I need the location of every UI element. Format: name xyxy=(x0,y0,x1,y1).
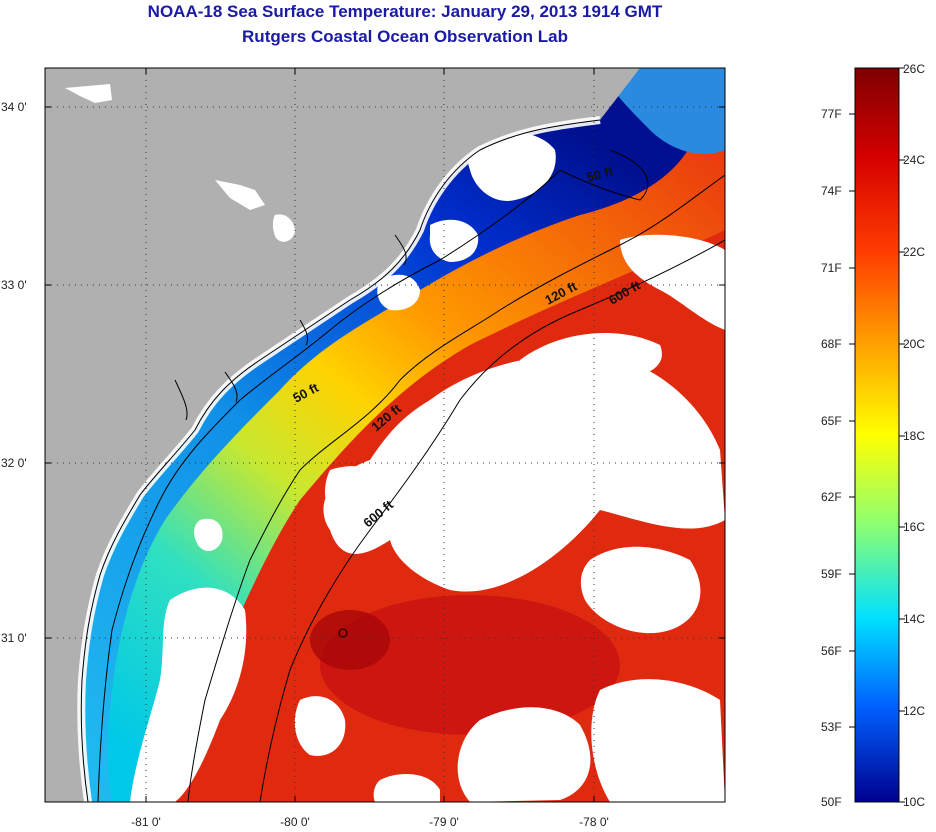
colorbar-f-65: 65F xyxy=(821,414,842,428)
colorbar-c-22: 22C xyxy=(903,245,925,259)
colorbar-f-59: 59F xyxy=(821,567,842,581)
map-frame xyxy=(44,67,726,803)
colorbar-c-10: 10C xyxy=(903,795,925,809)
colorbar-c-14: 14C xyxy=(903,612,925,626)
lon-label-81: -81 0' xyxy=(131,815,161,829)
cloud-cover xyxy=(130,131,725,802)
colorbar-f-53: 53F xyxy=(821,720,842,734)
lat-label-34: 34 0' xyxy=(1,100,27,114)
colorbar-c-16: 16C xyxy=(903,520,925,534)
colorbar-f-74: 74F xyxy=(821,184,842,198)
depth-contours xyxy=(97,149,725,802)
colorbar-c-20: 20C xyxy=(903,337,925,351)
colorbar-f-56: 56F xyxy=(821,644,842,658)
colorbar-f-68: 68F xyxy=(821,337,842,351)
colorbar-f-50: 50F xyxy=(821,795,842,809)
lon-label-79: -79 0' xyxy=(429,815,459,829)
colorbar-c-24: 24C xyxy=(903,153,925,167)
colorbar-f-62: 62F xyxy=(821,490,842,504)
colorbar-f-77: 77F xyxy=(821,107,842,121)
lon-label-80: -80 0' xyxy=(280,815,310,829)
land xyxy=(45,68,640,802)
coastline xyxy=(80,119,601,802)
colorbar-c-18: 18C xyxy=(903,429,925,443)
colorbar-f-71: 71F xyxy=(821,261,842,275)
contour-label-50ft-north: 50 ft xyxy=(585,163,615,185)
colorbar-c-26: 26C xyxy=(903,62,925,76)
lon-label-78: -78 0' xyxy=(579,815,609,829)
map-title: NOAA-18 Sea Surface Temperature: January… xyxy=(147,2,663,21)
lat-label-32: 32 0' xyxy=(1,456,27,470)
colorbar xyxy=(854,67,900,803)
graticule xyxy=(45,68,725,802)
lat-label-31: 31 0' xyxy=(1,631,27,645)
colorbar-c-12: 12C xyxy=(903,704,925,718)
lat-label-33: 33 0' xyxy=(1,278,27,292)
map-subtitle: Rutgers Coastal Ocean Observation Lab xyxy=(242,27,568,46)
